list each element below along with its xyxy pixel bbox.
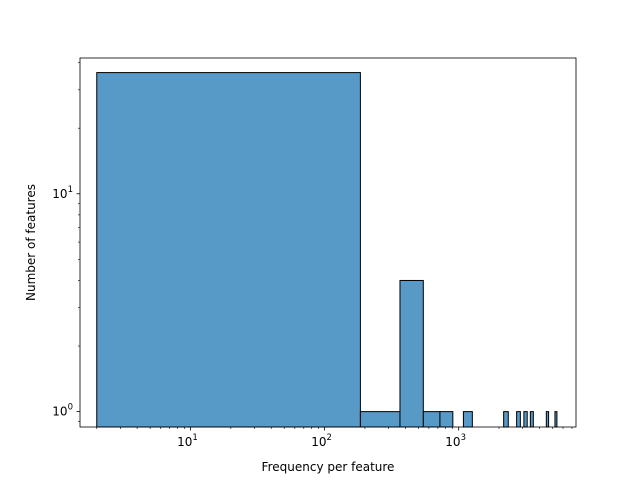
axes-frame [79, 57, 577, 428]
x-tick-label: 101 [177, 433, 198, 449]
histogram-bar [523, 411, 528, 428]
x-axis-ticks: 101 102 103 [96, 427, 573, 449]
histogram-bar [529, 411, 534, 428]
y-axis-label: Number of features [24, 184, 38, 301]
histogram-bar [554, 411, 558, 428]
histogram-bar [96, 72, 361, 428]
y-tick-label: 100 [52, 403, 73, 419]
histogram-bar [503, 411, 509, 428]
histogram-bar [422, 411, 441, 428]
bars-group [96, 72, 558, 428]
histogram-bar [439, 411, 454, 428]
x-axis-label: Frequency per feature [262, 460, 395, 474]
x-tick-label: 103 [445, 433, 466, 449]
histogram-bar [359, 411, 401, 428]
histogram-bar [516, 411, 521, 428]
histogram-bar [399, 279, 424, 428]
histogram-bar [462, 411, 473, 428]
y-axis-ticks: 100 101 [52, 62, 80, 422]
x-tick-label: 102 [311, 433, 332, 449]
y-tick-label: 101 [52, 185, 73, 201]
histogram-bar [545, 411, 550, 428]
